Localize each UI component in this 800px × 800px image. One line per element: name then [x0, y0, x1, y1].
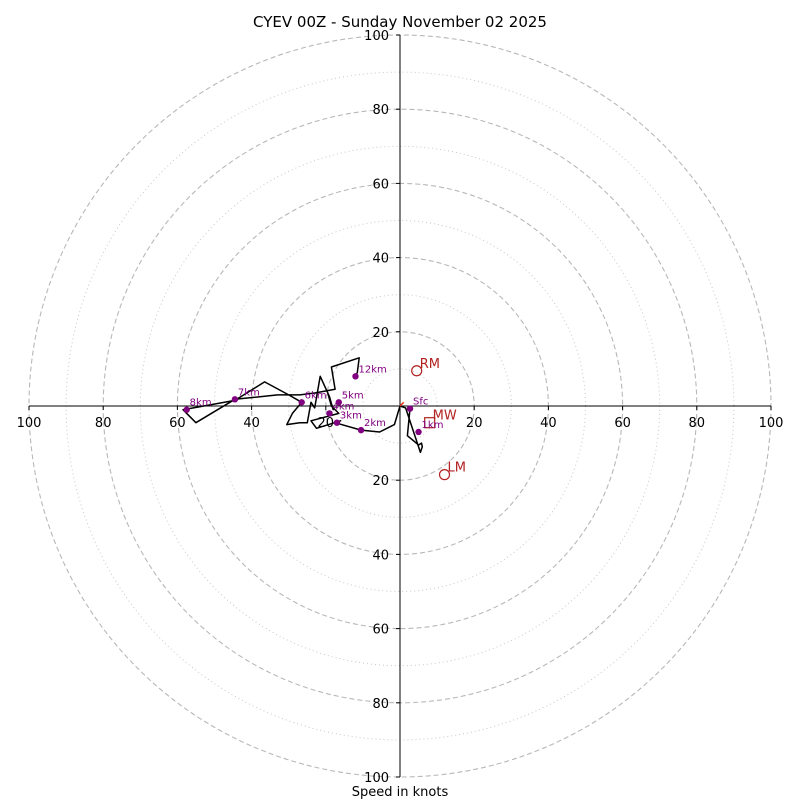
level-label-2km: 2km — [364, 418, 386, 429]
level-point-5km — [335, 399, 342, 406]
level-point-sfc — [406, 405, 414, 412]
x-tick-label: 40 — [540, 416, 557, 431]
y-tick-label: 100 — [364, 29, 389, 44]
level-label-5km: 5km — [342, 390, 364, 401]
rm-label: RM — [420, 357, 440, 372]
rm-marker — [411, 365, 423, 377]
y-tick-label: 60 — [372, 177, 389, 192]
level-label-4km: 4km — [333, 401, 355, 412]
level-label-6km: 6km — [305, 390, 327, 401]
hodograph-trace — [182, 357, 424, 454]
level-point-8km — [183, 406, 190, 413]
level-label-3km: 3km — [340, 411, 362, 422]
level-label-1km: 1km — [422, 420, 444, 431]
y-tick-label: 80 — [372, 697, 389, 712]
level-point-7km — [231, 396, 239, 403]
x-tick-label: 100 — [759, 416, 784, 431]
x-tick-label: 80 — [689, 416, 706, 431]
x-tick-label: 80 — [95, 416, 112, 431]
level-point-3km — [333, 419, 341, 426]
x-tick-label: 100 — [17, 416, 42, 431]
lm-marker — [438, 469, 451, 481]
y-tick-label: 80 — [372, 103, 389, 118]
x-tick-label: 20 — [466, 416, 483, 431]
level-point-12km — [352, 373, 359, 380]
lm-label: LM — [448, 461, 466, 476]
y-tick-label: 100 — [364, 771, 389, 786]
y-tick-label: 20 — [372, 474, 389, 489]
x-axis-label: Speed in knots — [352, 785, 449, 800]
x-tick-label: 40 — [243, 416, 260, 431]
y-tick-label: 40 — [372, 252, 389, 267]
x-tick-label: 60 — [614, 416, 631, 431]
x-tick-label: 60 — [169, 416, 186, 431]
level-label-8km: 8km — [190, 398, 212, 409]
y-tick-label: 20 — [372, 326, 389, 341]
mw-marker — [424, 417, 436, 429]
level-point-1km — [415, 428, 422, 436]
storm-motions: RM LM MW — [399, 357, 466, 481]
level-label-7km: 7km — [238, 387, 260, 398]
mw-label: MW — [433, 409, 457, 424]
level-point-6km — [298, 399, 305, 406]
y-tick-label: 60 — [372, 623, 389, 638]
level-point-4km — [326, 410, 333, 417]
hodograph-line — [182, 357, 424, 454]
chart-title: CYEV 00Z - Sunday November 02 2025 — [253, 13, 547, 31]
level-label-sfc: Sfc — [413, 397, 428, 408]
y-tick-label: 40 — [372, 548, 389, 563]
tick-labels: 100 80 60 40 20 20 40 60 80 100100806040202040608… — [17, 29, 784, 786]
level-label-12km: 12km — [358, 364, 386, 375]
level-point-2km — [357, 426, 365, 434]
mean-wind-vector — [399, 401, 405, 407]
